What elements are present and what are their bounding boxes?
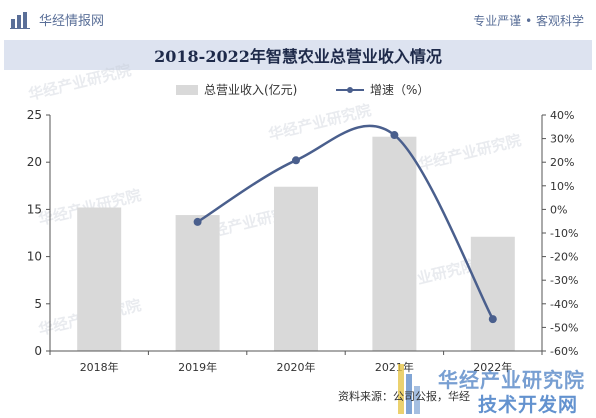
bar-2 [274, 186, 318, 351]
x-tick-label-3: 2021年 [375, 360, 414, 374]
watermark-text-1: 华经产业研究院 [438, 368, 585, 392]
growth-point-2 [292, 156, 300, 165]
y-right-tick-label-8: 20% [550, 156, 574, 169]
legend-label-line: 增速（%） [370, 83, 429, 97]
y-left-tick-label-5: 25 [27, 108, 42, 122]
y-right-tick-label-0: -60% [550, 345, 578, 358]
y-left-tick-label-3: 15 [27, 202, 42, 216]
y-left-tick-label-4: 20 [27, 155, 42, 169]
watermark-tile-4: 华经产业研究院 [267, 101, 373, 144]
top-bar: 华经情报网 专业严谨 • 客观科学 [0, 0, 596, 38]
bar-1 [175, 215, 220, 351]
brand-name: 华经情报网 [39, 14, 105, 29]
growth-line [196, 124, 494, 320]
x-tick-label-1: 2019年 [178, 360, 217, 374]
growth-point-1 [193, 217, 202, 226]
x-tick-label-2: 2020年 [277, 360, 316, 374]
y-left-tick-label-1: 5 [34, 297, 42, 311]
bar-3 [372, 136, 417, 351]
watermark-tile-5: 华经产业研究院 [417, 131, 523, 174]
x-tick-label-4: 2022年 [473, 360, 512, 374]
source-note: 资料来源：公司公报，华经 [338, 390, 470, 403]
y-left-tick-label-0: 0 [34, 344, 42, 358]
watermark-logo: 华经产业研究院 技术开发网 [398, 360, 596, 418]
legend-swatch-bar [176, 85, 198, 95]
brand-slogan: 专业严谨 • 客观科学 [473, 14, 584, 28]
y-right-tick-label-4: -20% [550, 251, 578, 264]
chart-title: 2018-2022年智慧农业总营业收入情况 [154, 47, 442, 66]
growth-point-3 [390, 131, 399, 140]
brand: 华经情报网 [10, 10, 104, 29]
watermark-logo-icon [398, 364, 420, 414]
y-right-tick-label-7: 10% [550, 180, 574, 193]
y-right-tick-label-2: -40% [550, 298, 578, 311]
bar-4 [470, 236, 515, 351]
y-right-tick-label-6: 0% [550, 203, 567, 216]
y-right-tick-label-10: 40% [550, 109, 574, 122]
y-right-tick-label-1: -50% [550, 321, 578, 334]
watermark-text-2: 技术开发网 [478, 394, 579, 416]
y-right-tick-label-5: -10% [550, 227, 578, 240]
y-right-tick-label-9: 30% [550, 133, 574, 146]
y-left-tick-label-2: 10 [27, 250, 42, 264]
x-tick-label-0: 2018年 [80, 360, 119, 374]
title-bar: 2018-2022年智慧农业总营业收入情况 [4, 40, 592, 70]
legend-label-bar: 总营业收入(亿元) [204, 82, 297, 97]
watermark-tile-0: 华经产业研究院 [27, 61, 133, 104]
legend-swatch-marker [347, 87, 353, 93]
y-right-tick-label-3: -30% [550, 274, 578, 287]
bar-chart-logo-icon [10, 11, 30, 29]
bar-0 [77, 207, 122, 351]
growth-point-4 [488, 315, 497, 324]
